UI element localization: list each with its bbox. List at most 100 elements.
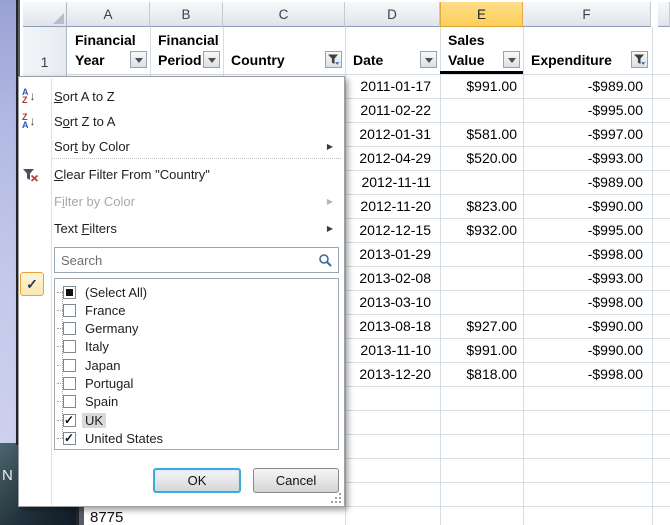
filter-list-item-united-states[interactable]: United States bbox=[57, 429, 336, 447]
cancel-button[interactable]: Cancel bbox=[253, 468, 339, 493]
sales-value-cell[interactable]: $991.00 bbox=[466, 342, 517, 358]
date-cell[interactable]: 2012-01-31 bbox=[359, 126, 431, 142]
sales-value-cell[interactable]: $581.00 bbox=[466, 126, 517, 142]
sales-value-cell[interactable]: $823.00 bbox=[466, 198, 517, 214]
expenditure-cell[interactable]: -$990.00 bbox=[587, 318, 643, 334]
menu-item-sort-a-to-z[interactable]: Sort A to Z bbox=[54, 83, 340, 109]
checkbox-checked[interactable] bbox=[63, 431, 76, 445]
checkbox-unchecked[interactable] bbox=[63, 395, 76, 409]
filter-list-item-uk[interactable]: UK bbox=[57, 411, 336, 429]
filter-list-item-spain[interactable]: Spain bbox=[57, 393, 336, 411]
field-header-date[interactable]: Date bbox=[345, 27, 440, 74]
filter-list-item-select-all[interactable]: (Select All) bbox=[57, 283, 336, 301]
expenditure-cell[interactable]: -$998.00 bbox=[587, 366, 643, 382]
tree-connector bbox=[57, 383, 63, 384]
filter-list-item-italy[interactable]: Italy bbox=[57, 338, 336, 356]
filter-list-item-france[interactable]: France bbox=[57, 301, 336, 319]
table-row: 2012-11-20 $823.00 -$990.00 bbox=[345, 194, 665, 218]
menu-item-text-filters[interactable]: Text Filters ▶ bbox=[54, 215, 340, 241]
resize-grip[interactable] bbox=[330, 492, 342, 504]
search-input[interactable]: Search bbox=[54, 247, 339, 273]
column-header-a[interactable]: A bbox=[67, 2, 150, 27]
expenditure-cell[interactable]: -$993.00 bbox=[587, 150, 643, 166]
sales-value-cell[interactable]: $927.00 bbox=[466, 318, 517, 334]
checkbox-unchecked[interactable] bbox=[63, 377, 76, 390]
sales-value-cell[interactable]: $520.00 bbox=[466, 150, 517, 166]
filter-item-label: (Select All) bbox=[85, 284, 148, 300]
field-header-financial-period[interactable]: Financial Period bbox=[150, 27, 223, 74]
expenditure-cell[interactable]: -$995.00 bbox=[587, 102, 643, 118]
column-header-g-partial[interactable] bbox=[658, 2, 670, 27]
tree-lines bbox=[62, 291, 63, 438]
filter-active-button[interactable] bbox=[631, 51, 648, 68]
field-header-country[interactable]: Country bbox=[223, 27, 345, 74]
column-header-e[interactable]: E bbox=[440, 2, 523, 27]
expenditure-cell[interactable]: -$998.00 bbox=[587, 294, 643, 310]
field-header-text: Year bbox=[75, 52, 105, 68]
tree-connector bbox=[57, 437, 63, 439]
filter-list-item-germany[interactable]: Germany bbox=[57, 320, 336, 338]
filter-dropdown-button[interactable] bbox=[420, 51, 437, 68]
column-header-b[interactable]: B bbox=[150, 2, 223, 27]
menu-item-sort-z-to-a[interactable]: Sort Z to A bbox=[54, 108, 340, 134]
filter-active-button[interactable] bbox=[325, 51, 342, 68]
checkbox-unchecked[interactable] bbox=[63, 340, 76, 354]
tree-connector bbox=[57, 419, 63, 421]
filter-item-label: Spain bbox=[85, 394, 119, 410]
field-header-financial-year[interactable]: Financial Year bbox=[67, 27, 150, 74]
column-header-d[interactable]: D bbox=[345, 2, 440, 27]
filter-dropdown-button[interactable] bbox=[503, 51, 520, 68]
ok-button[interactable]: OK bbox=[153, 468, 241, 493]
checkbox-unchecked[interactable] bbox=[63, 358, 76, 372]
expenditure-cell[interactable]: -$990.00 bbox=[587, 342, 643, 358]
checkbox-unchecked[interactable] bbox=[63, 303, 76, 317]
tree-connector bbox=[57, 328, 63, 330]
partial-bottom-cell[interactable]: 8775 bbox=[84, 507, 228, 525]
sales-value-cell[interactable]: $932.00 bbox=[466, 222, 517, 238]
date-cell[interactable]: 2013-12-20 bbox=[359, 366, 431, 382]
field-header-text: Period bbox=[158, 52, 202, 68]
date-cell[interactable]: 2012-04-29 bbox=[359, 150, 431, 166]
column-header-c[interactable]: C bbox=[223, 2, 345, 27]
date-cell[interactable]: 2013-01-29 bbox=[359, 246, 431, 262]
date-cell[interactable]: 2012-11-11 bbox=[361, 174, 431, 190]
checkbox-unchecked[interactable] bbox=[63, 322, 76, 336]
filter-list-item-japan[interactable]: Japan bbox=[57, 356, 336, 374]
expenditure-cell[interactable]: -$989.00 bbox=[587, 174, 643, 190]
date-cell[interactable]: 2013-02-08 bbox=[359, 270, 431, 286]
search-icon[interactable] bbox=[318, 253, 333, 271]
row-header-1[interactable]: 1 bbox=[23, 27, 67, 76]
chevron-down-icon bbox=[424, 57, 433, 63]
expenditure-cell[interactable]: -$995.00 bbox=[587, 222, 643, 238]
field-header-expenditure[interactable]: Expenditure bbox=[523, 27, 651, 74]
filter-list-item-portugal[interactable]: Portugal bbox=[57, 375, 336, 393]
menu-item-sort-by-color[interactable]: Sort by Color ▶ bbox=[54, 133, 340, 159]
filter-dropdown-button[interactable] bbox=[203, 51, 220, 68]
expenditure-cell[interactable]: -$998.00 bbox=[587, 246, 643, 262]
field-header-text: Value bbox=[448, 52, 485, 68]
sales-value-cell[interactable]: $991.00 bbox=[466, 78, 517, 94]
date-cell[interactable]: 2013-08-18 bbox=[359, 318, 431, 334]
sales-value-cell[interactable]: $818.00 bbox=[466, 366, 517, 382]
field-header-text: Financial bbox=[158, 32, 219, 48]
date-cell[interactable]: 2012-11-20 bbox=[360, 198, 431, 214]
date-cell[interactable]: 2012-12-15 bbox=[359, 222, 431, 238]
field-header-sales-value[interactable]: Sales Value bbox=[440, 27, 523, 74]
checkbox-indeterminate[interactable] bbox=[63, 285, 76, 299]
tree-connector bbox=[57, 309, 63, 311]
expenditure-cell[interactable]: -$997.00 bbox=[587, 126, 643, 142]
column-header-f[interactable]: F bbox=[523, 2, 651, 27]
date-cell[interactable]: 2011-01-17 bbox=[360, 78, 431, 94]
menu-item-clear-filter-from-country[interactable]: Clear Filter From "Country" bbox=[54, 161, 340, 187]
filter-dropdown-button[interactable] bbox=[130, 51, 147, 68]
expenditure-cell[interactable]: -$989.00 bbox=[587, 78, 643, 94]
expenditure-cell[interactable]: -$990.00 bbox=[587, 198, 643, 214]
menu-item-filter-by-color[interactable]: Filter by Color ▶ bbox=[54, 188, 340, 214]
date-cell[interactable]: 2013-11-10 bbox=[360, 342, 431, 358]
date-cell[interactable]: 2011-02-22 bbox=[360, 102, 431, 118]
expenditure-cell[interactable]: -$993.00 bbox=[587, 270, 643, 286]
checkbox-checked[interactable] bbox=[63, 413, 76, 427]
date-cell[interactable]: 2013-03-10 bbox=[359, 294, 431, 310]
select-all-corner[interactable] bbox=[23, 2, 67, 27]
checkmark-icon: ✓ bbox=[20, 272, 44, 296]
